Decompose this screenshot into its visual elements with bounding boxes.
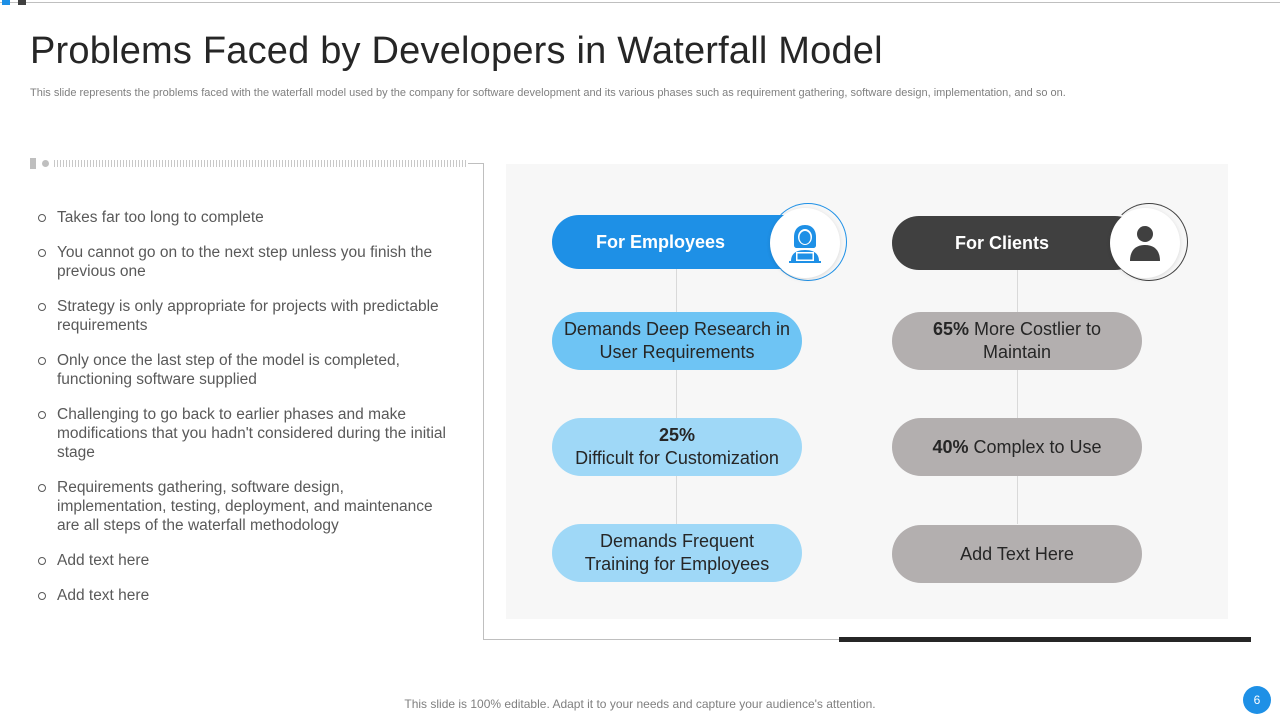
- bullet-circle-icon: [38, 357, 46, 365]
- user-icon: [1130, 226, 1160, 261]
- bullet-circle-icon: [38, 411, 46, 419]
- clients-item-2: 40% Complex to Use: [892, 418, 1142, 476]
- footer-note: This slide is 100% editable. Adapt it to…: [404, 697, 876, 711]
- list-item: You cannot go on to the next step unless…: [38, 243, 448, 281]
- employees-item-2: 25% Difficult for Customization: [552, 418, 802, 476]
- bullet-circle-icon: [38, 592, 46, 600]
- employees-item-3: Demands Frequent Training for Employees: [552, 524, 802, 582]
- employees-badge: [770, 208, 840, 278]
- list-item: Strategy is only appropriate for project…: [38, 297, 448, 335]
- bullet-circle-icon: [38, 249, 46, 257]
- list-item: Takes far too long to complete: [38, 208, 448, 227]
- employees-badge-ring: [769, 203, 847, 281]
- ruler-decoration: [30, 158, 468, 170]
- bullet-circle-icon: [38, 484, 46, 492]
- list-item: Requirements gathering, software design,…: [38, 478, 448, 535]
- top-accent-blue: [2, 0, 10, 5]
- employee-laptop-icon: [789, 225, 821, 263]
- list-item: Add text here: [38, 586, 448, 605]
- bullet-circle-icon: [38, 557, 46, 565]
- frame-line: [483, 163, 484, 640]
- frame-line: [468, 163, 484, 164]
- frame-accent-bar: [839, 637, 1251, 642]
- page-number-badge: 6: [1243, 686, 1271, 714]
- list-item: Only once the last step of the model is …: [38, 351, 448, 389]
- problem-list: Takes far too long to complete You canno…: [38, 208, 448, 605]
- clients-badge-ring: [1110, 203, 1188, 281]
- top-divider: [0, 2, 1280, 3]
- top-accent-dark: [18, 0, 26, 5]
- page-title: Problems Faced by Developers in Waterfal…: [30, 30, 883, 72]
- clients-connector: [1017, 268, 1018, 524]
- bullet-circle-icon: [38, 214, 46, 222]
- clients-item-1: 65% More Costlier to Maintain: [892, 312, 1142, 370]
- list-item: Challenging to go back to earlier phases…: [38, 405, 448, 462]
- frame-line: [483, 639, 839, 640]
- clients-item-3: Add Text Here: [892, 525, 1142, 583]
- bullet-circle-icon: [38, 303, 46, 311]
- employees-connector: [676, 268, 677, 524]
- list-item: Add text here: [38, 551, 448, 570]
- employees-item-1: Demands Deep Research in User Requiremen…: [552, 312, 802, 370]
- page-subtitle: This slide represents the problems faced…: [30, 87, 1066, 99]
- clients-badge: [1110, 208, 1180, 278]
- clients-header: For Clients: [892, 216, 1142, 270]
